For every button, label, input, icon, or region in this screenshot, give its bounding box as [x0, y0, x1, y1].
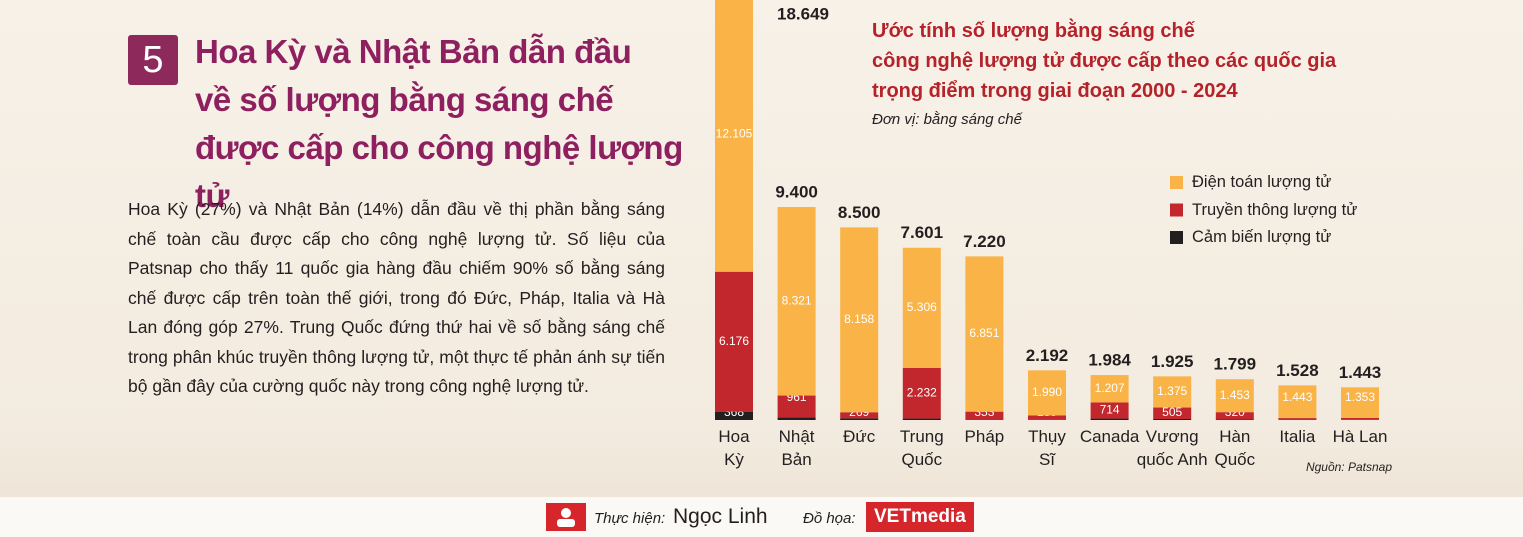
bar-segment: [1215, 412, 1254, 420]
graphics-label: Đồ họa:: [803, 510, 856, 527]
bar-segment: [1341, 387, 1379, 418]
bar-segment: [902, 418, 941, 420]
total-label: 9.400: [775, 182, 818, 201]
body-text: Hoa Kỳ (27%) và Nhật Bản (14%) dẫn đầu v…: [128, 199, 665, 396]
bar-segment: [840, 412, 879, 419]
x-tick-label: Italia: [1279, 427, 1316, 446]
bar-segment: [1278, 418, 1317, 420]
x-tick-label: Trung Quốc: [899, 427, 944, 469]
total-label: 1.799: [1214, 355, 1257, 374]
chart: 3686.17612.10518.6491189618.3219.4002698…: [715, 0, 1382, 420]
x-tick-label: Vương quốc Anh: [1136, 427, 1208, 469]
total-label: 1.528: [1276, 361, 1319, 380]
bar-segment: [1153, 376, 1192, 408]
footer: Thực hiện: Ngọc Linh Đồ họa: VETmedia: [0, 497, 1523, 537]
total-label: 7.601: [901, 223, 944, 242]
author: Ngọc Linh: [673, 505, 768, 528]
bar-segment: [1090, 375, 1129, 403]
x-tick-label: Pháp: [964, 427, 1005, 446]
value-label: 1.353: [1345, 390, 1375, 404]
value-label: 505: [1162, 405, 1182, 419]
value-label: 2.232: [907, 385, 937, 399]
value-label: 5.306: [907, 300, 937, 314]
value-label: 1.443: [1282, 390, 1312, 404]
value-label: 1.453: [1220, 388, 1250, 402]
value-label: 1.207: [1095, 381, 1125, 395]
x-tick-label: Canada: [1079, 427, 1140, 446]
bar-segment: [1028, 415, 1066, 420]
total-label: 18.649: [777, 4, 829, 23]
bar-segment: [777, 395, 816, 418]
bar-segment: [902, 367, 941, 419]
bar-segment: [1278, 385, 1317, 419]
total-label: 1.925: [1151, 352, 1194, 371]
heading: Hoa Kỳ và Nhật Bản dẫn đầu về số lượng b…: [195, 33, 683, 214]
bar-segment: [1341, 417, 1379, 420]
value-label: 8.158: [844, 312, 874, 326]
legend-label: Cảm biến lượng tử: [1192, 228, 1332, 246]
x-tick-label: Đức: [843, 427, 876, 446]
value-label: 714: [1100, 403, 1120, 417]
total-label: 8.500: [838, 203, 881, 222]
legend-swatch: [1170, 231, 1183, 244]
legend-swatch: [1170, 176, 1183, 189]
graphics-logo: VETmedia: [866, 502, 974, 532]
bar-segment: [777, 417, 816, 420]
value-label: 6.851: [969, 326, 999, 340]
value-label: 6.176: [719, 334, 749, 348]
bar-segment: [1153, 407, 1192, 419]
bar-segment: [1090, 402, 1129, 419]
bar-segment: [715, 0, 753, 272]
bar-segment: [840, 418, 879, 420]
total-label: 1.984: [1088, 351, 1131, 370]
source: Nguồn: Patsnap: [1305, 460, 1392, 474]
total-label: 7.220: [963, 232, 1006, 251]
bar-segment: [1215, 379, 1254, 413]
chart-subtitle: Đơn vị: bằng sáng chế: [872, 111, 1022, 128]
bar-segment: [1153, 418, 1192, 420]
value-label: 1.375: [1157, 384, 1187, 398]
x-tick-label: Hoa Kỳ: [718, 427, 750, 469]
total-label: 2.192: [1026, 346, 1069, 365]
bar-segment: [965, 256, 1004, 412]
bar-segment: [1090, 418, 1129, 420]
legend-swatch: [1170, 203, 1183, 217]
bar-segment: [840, 227, 879, 413]
chart-title: Ước tính số lượng bằng sáng chế công ngh…: [872, 20, 1337, 102]
bar-segment: [715, 411, 753, 420]
value-label: 12.105: [716, 127, 753, 141]
x-tick-label: Thụy Sĩ: [1028, 427, 1066, 469]
bar-segment: [715, 271, 753, 412]
bar-segment: [777, 207, 816, 396]
value-label: 8.321: [782, 293, 812, 307]
section-number: 5: [128, 35, 178, 85]
x-tick-label: Hà Lan: [1332, 427, 1388, 446]
legend-label: Điện toán lượng tử: [1192, 173, 1332, 191]
bar-segment: [902, 247, 941, 368]
bar-segment: [1028, 370, 1066, 416]
bar-segment: [965, 411, 1004, 420]
value-label: 1.990: [1032, 385, 1062, 399]
total-label: 1.443: [1339, 363, 1382, 382]
x-tick-label: Nhật Bản: [778, 427, 815, 469]
x-tick-label: Hàn Quốc: [1214, 427, 1256, 469]
bar-segment: [1215, 419, 1254, 420]
author-label: Thực hiện:: [594, 510, 666, 527]
author-icon: [546, 503, 586, 531]
legend-label: Truyền thông lượng tử: [1192, 200, 1358, 219]
